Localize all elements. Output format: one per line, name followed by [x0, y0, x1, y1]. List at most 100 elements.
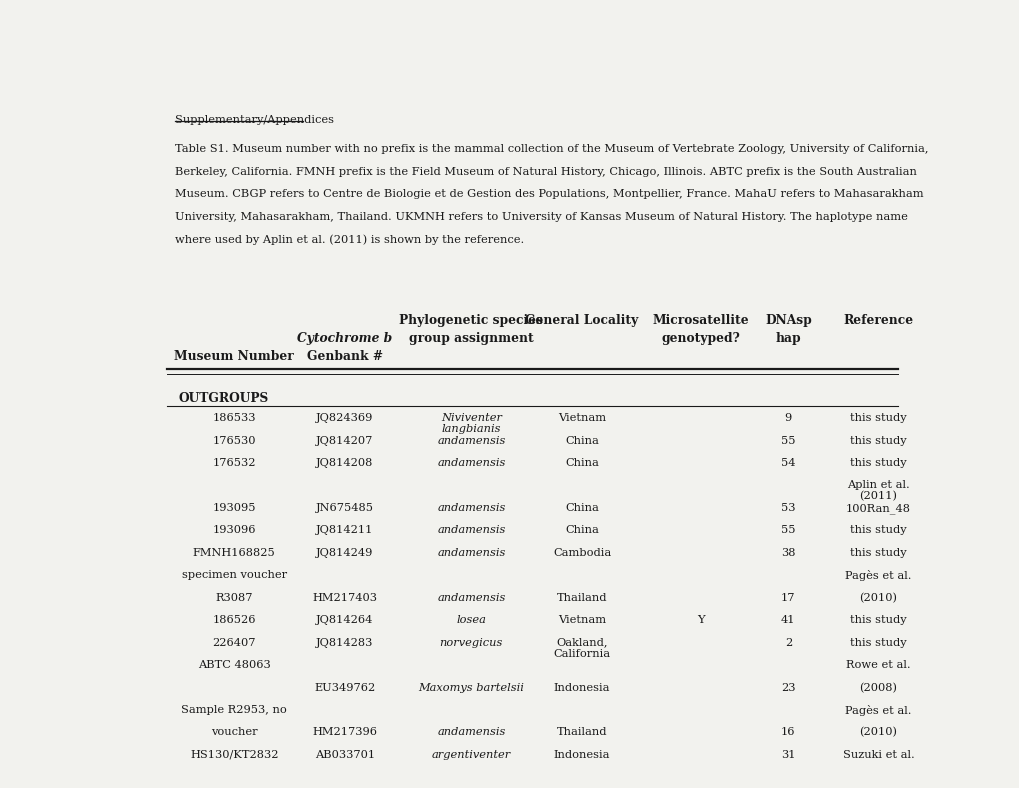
Text: 193096: 193096 — [212, 526, 256, 535]
Text: 176532: 176532 — [212, 458, 256, 468]
Text: Rowe et al.: Rowe et al. — [846, 660, 910, 670]
Text: this study: this study — [849, 548, 906, 558]
Text: where used by Aplin et al. (2011) is shown by the reference.: where used by Aplin et al. (2011) is sho… — [175, 234, 524, 245]
Text: andamensis: andamensis — [437, 593, 505, 603]
Text: 41: 41 — [781, 615, 795, 625]
Text: andamensis: andamensis — [437, 526, 505, 535]
Text: JQ814207: JQ814207 — [316, 436, 373, 445]
Text: this study: this study — [849, 436, 906, 445]
Text: HS130/KT2832: HS130/KT2832 — [190, 750, 278, 760]
Text: (2008): (2008) — [859, 682, 897, 693]
Text: 9: 9 — [784, 413, 791, 423]
Text: (2010): (2010) — [859, 727, 897, 738]
Text: Pagès et al.: Pagès et al. — [845, 571, 911, 582]
Text: Sample R2953, no: Sample R2953, no — [181, 705, 286, 715]
Text: this study: this study — [849, 615, 906, 625]
Text: OUTGROUPS: OUTGROUPS — [178, 392, 269, 406]
Text: 55: 55 — [781, 436, 795, 445]
Text: genotyped?: genotyped? — [660, 333, 739, 345]
Text: specimen voucher: specimen voucher — [181, 571, 286, 580]
Text: 100Ran_48: 100Ran_48 — [845, 503, 910, 514]
Text: AB033701: AB033701 — [315, 750, 375, 760]
Text: JQ814211: JQ814211 — [316, 526, 373, 535]
Text: (2011): (2011) — [859, 492, 897, 502]
Text: Reference: Reference — [843, 314, 913, 327]
Text: Indonesia: Indonesia — [553, 682, 609, 693]
Text: argentiventer: argentiventer — [431, 750, 511, 760]
Text: andamensis: andamensis — [437, 548, 505, 558]
Text: Pagès et al.: Pagès et al. — [845, 705, 911, 716]
Text: 54: 54 — [781, 458, 795, 468]
Text: losea: losea — [455, 615, 486, 625]
Text: JQ814208: JQ814208 — [316, 458, 373, 468]
Text: Genbank #: Genbank # — [307, 351, 382, 363]
Text: 176530: 176530 — [212, 436, 256, 445]
Text: andamensis: andamensis — [437, 458, 505, 468]
Text: ABTC 48063: ABTC 48063 — [198, 660, 270, 670]
Text: 2: 2 — [784, 637, 791, 648]
Text: China: China — [565, 526, 598, 535]
Text: JQ824369: JQ824369 — [316, 413, 373, 423]
Text: Y: Y — [696, 615, 704, 625]
Text: 186533: 186533 — [212, 413, 256, 423]
Text: 38: 38 — [781, 548, 795, 558]
Text: Cambodia: Cambodia — [552, 548, 610, 558]
Text: langbianis: langbianis — [441, 424, 500, 434]
Text: JQ814283: JQ814283 — [316, 637, 373, 648]
Text: andamensis: andamensis — [437, 503, 505, 513]
Text: JQ814264: JQ814264 — [316, 615, 373, 625]
Text: this study: this study — [849, 413, 906, 423]
Text: 186526: 186526 — [212, 615, 256, 625]
Text: JN675485: JN675485 — [316, 503, 374, 513]
Text: 16: 16 — [781, 727, 795, 738]
Text: California: California — [553, 649, 610, 659]
Text: Vietnam: Vietnam — [557, 615, 605, 625]
Text: andamensis: andamensis — [437, 436, 505, 445]
Text: 53: 53 — [781, 503, 795, 513]
Text: (2010): (2010) — [859, 593, 897, 603]
Text: Suzuki et al.: Suzuki et al. — [842, 750, 913, 760]
Text: 23: 23 — [781, 682, 795, 693]
Text: Museum. CBGP refers to Centre de Biologie et de Gestion des Populations, Montpel: Museum. CBGP refers to Centre de Biologi… — [175, 189, 922, 199]
Text: Oakland,: Oakland, — [555, 637, 607, 648]
Text: this study: this study — [849, 526, 906, 535]
Text: Thailand: Thailand — [556, 593, 606, 603]
Text: andamensis: andamensis — [437, 727, 505, 738]
Text: EU349762: EU349762 — [314, 682, 375, 693]
Text: Table S1. Museum number with no prefix is the mammal collection of the Museum of: Table S1. Museum number with no prefix i… — [175, 144, 927, 154]
Text: China: China — [565, 503, 598, 513]
Text: Indonesia: Indonesia — [553, 750, 609, 760]
Text: Maxomys bartelsii: Maxomys bartelsii — [418, 682, 524, 693]
Text: HM217396: HM217396 — [312, 727, 377, 738]
Text: Niviventer: Niviventer — [440, 413, 501, 423]
Text: this study: this study — [849, 458, 906, 468]
Text: voucher: voucher — [211, 727, 257, 738]
Text: Thailand: Thailand — [556, 727, 606, 738]
Text: R3087: R3087 — [215, 593, 253, 603]
Text: norvegicus: norvegicus — [439, 637, 502, 648]
Text: HM217403: HM217403 — [312, 593, 377, 603]
Text: University, Mahasarakham, Thailand. UKMNH refers to University of Kansas Museum : University, Mahasarakham, Thailand. UKMN… — [175, 212, 907, 221]
Text: China: China — [565, 436, 598, 445]
Text: this study: this study — [849, 637, 906, 648]
Text: General Locality: General Locality — [525, 314, 638, 327]
Text: Supplementary/Appendices: Supplementary/Appendices — [175, 114, 333, 125]
Text: DNAsp: DNAsp — [764, 314, 811, 327]
Text: Phylogenetic species: Phylogenetic species — [399, 314, 543, 327]
Text: Vietnam: Vietnam — [557, 413, 605, 423]
Text: Aplin et al.: Aplin et al. — [846, 481, 909, 490]
Text: group assignment: group assignment — [409, 333, 533, 345]
Text: Microsatellite: Microsatellite — [652, 314, 748, 327]
Text: 17: 17 — [781, 593, 795, 603]
Text: 226407: 226407 — [212, 637, 256, 648]
Text: China: China — [565, 458, 598, 468]
Text: 31: 31 — [781, 750, 795, 760]
Text: Berkeley, California. FMNH prefix is the Field Museum of Natural History, Chicag: Berkeley, California. FMNH prefix is the… — [175, 167, 916, 177]
Text: JQ814249: JQ814249 — [316, 548, 373, 558]
Text: 193095: 193095 — [212, 503, 256, 513]
Text: hap: hap — [774, 333, 800, 345]
Text: Cytochrome b: Cytochrome b — [297, 333, 392, 345]
Text: Museum Number: Museum Number — [174, 351, 293, 363]
Text: FMNH168825: FMNH168825 — [193, 548, 275, 558]
Text: 55: 55 — [781, 526, 795, 535]
